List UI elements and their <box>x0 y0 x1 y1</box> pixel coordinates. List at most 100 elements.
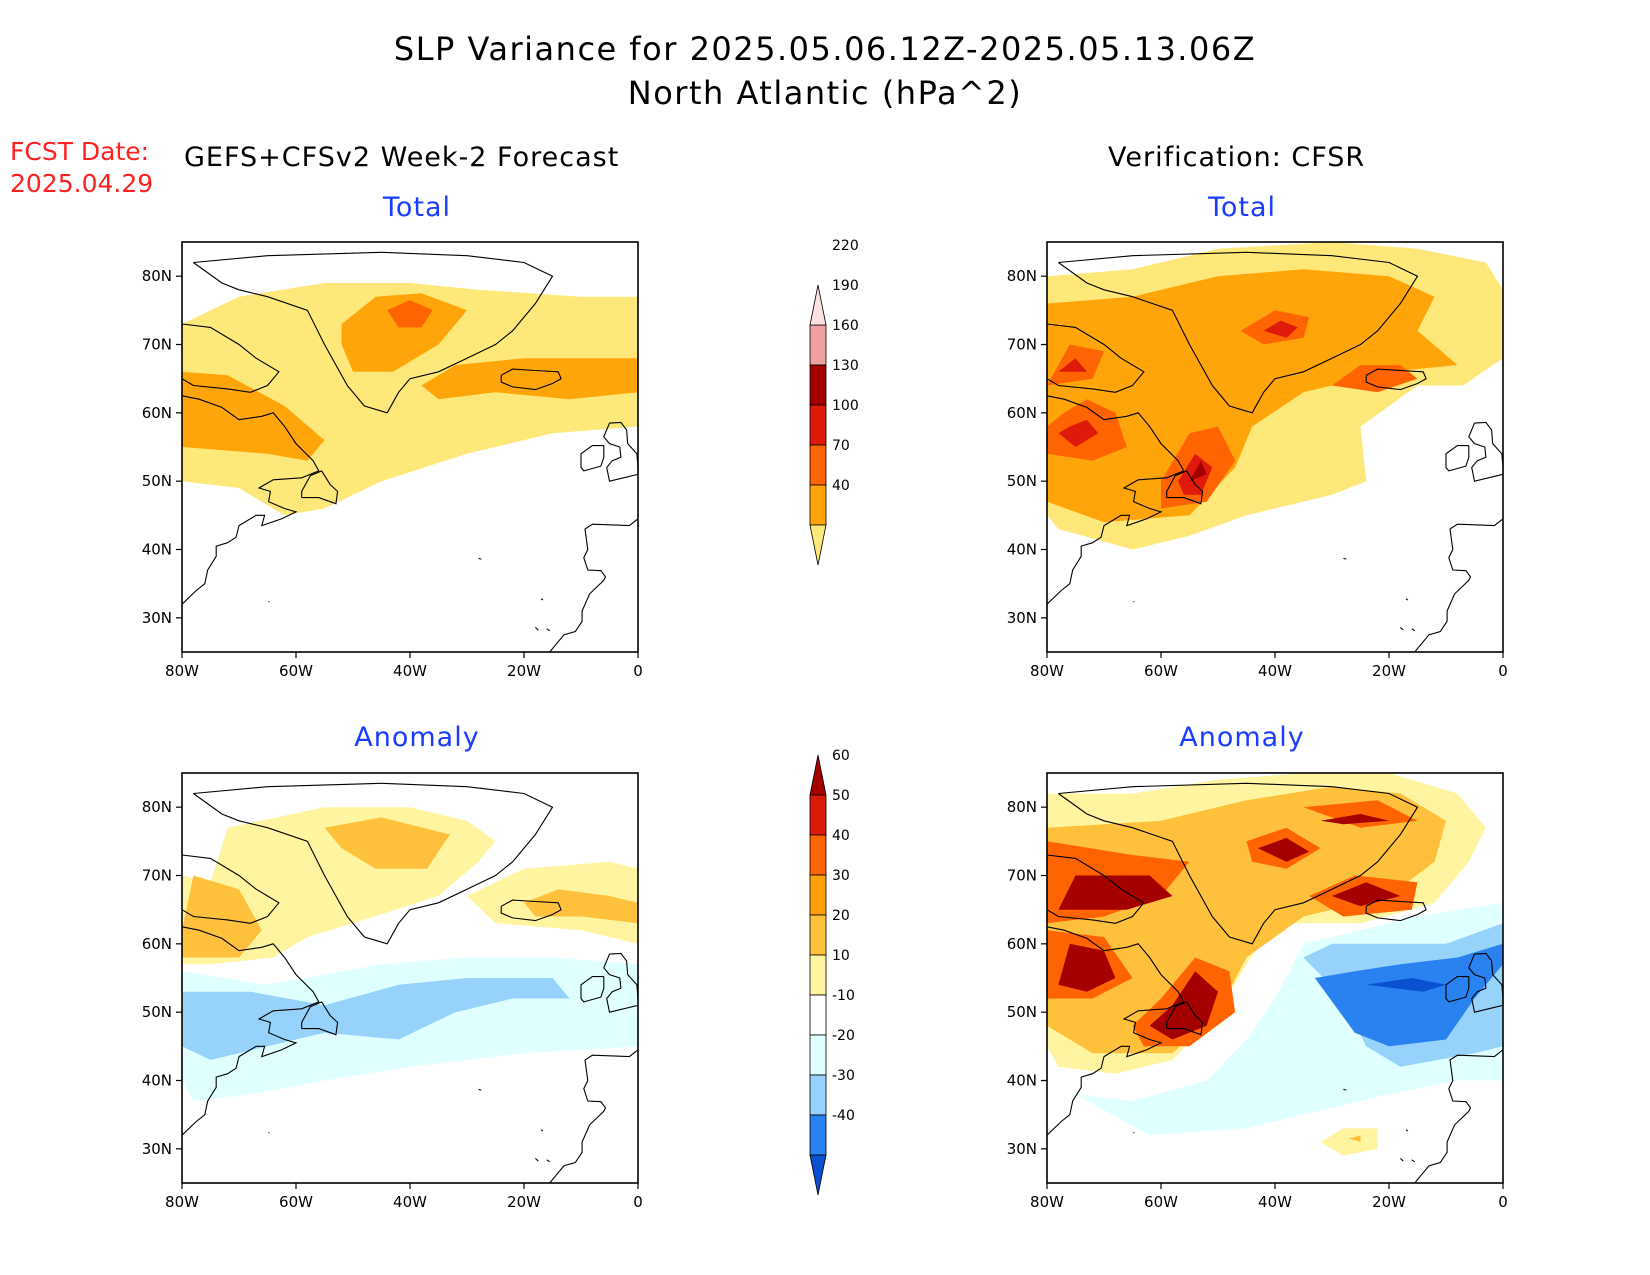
coastlines <box>181 251 639 653</box>
contour-shading <box>1047 269 1458 523</box>
map-panel-fcst-anomaly: 80N 70N 60N 50N 40N 30N 80W 60W 40W 20W 0 <box>142 772 643 1211</box>
coastline <box>1400 626 1404 631</box>
coastlines <box>181 782 639 1184</box>
lon-tick-label: 40W <box>1258 662 1292 680</box>
coastline <box>1405 598 1409 601</box>
coastlines <box>1046 782 1504 1184</box>
fcst-date-value: 2025.04.29 <box>10 169 154 198</box>
lat-tick-label: 30N <box>1007 609 1037 627</box>
coastline <box>301 1001 339 1036</box>
coastline <box>478 1088 482 1091</box>
lon-tick-label: 40W <box>1258 1193 1292 1211</box>
coastline <box>1365 368 1427 391</box>
colorbar-bottom-triangle <box>809 1154 827 1196</box>
panel-subtitle-verif-total: Total <box>1207 192 1277 223</box>
lat-tick-label: 50N <box>142 1003 172 1021</box>
contour-shading <box>1263 320 1298 338</box>
coastline <box>1046 926 1185 1136</box>
lat-tick-label: 40N <box>1007 1072 1037 1090</box>
lon-tick-label: 40W <box>393 662 427 680</box>
verification-heading: Verification: CFSR <box>1108 142 1366 173</box>
contour-shading <box>1189 460 1207 482</box>
coastline <box>580 445 605 472</box>
coastline <box>1166 470 1204 505</box>
colorbar-cell <box>809 1114 827 1156</box>
coastline <box>1468 952 1504 1013</box>
contour-shading <box>1058 358 1087 372</box>
coastline <box>1405 1129 1409 1132</box>
contour-shading <box>1058 943 1116 992</box>
lon-tick-label: 80W <box>165 662 199 680</box>
coastline <box>181 395 320 605</box>
coastline <box>1445 445 1470 472</box>
coastline <box>1058 782 1419 945</box>
colorbar-label: -40 <box>832 1108 855 1124</box>
coastline <box>603 952 639 1013</box>
coastline <box>549 1049 639 1184</box>
contour-shading <box>387 300 433 328</box>
coastline <box>500 368 562 391</box>
lon-tick-label: 20W <box>507 1193 541 1211</box>
contour-shading <box>182 875 262 958</box>
coastline <box>546 628 551 632</box>
lat-tick-label: 80N <box>142 267 172 285</box>
colorbar-cell <box>809 994 827 1036</box>
colorbar-cell <box>809 954 827 996</box>
coastline <box>193 782 554 945</box>
lat-tick-label: 40N <box>142 1072 172 1090</box>
coastline <box>193 251 554 414</box>
lat-tick-label: 30N <box>142 1140 172 1158</box>
lat-tick-label: 60N <box>1007 935 1037 953</box>
lon-tick-label: 80W <box>165 1193 199 1211</box>
lat-tick-label: 50N <box>1007 472 1037 490</box>
colorbar-label: 220 <box>832 238 859 254</box>
coastline <box>1166 1001 1204 1036</box>
coastline <box>1414 518 1504 653</box>
coastline <box>535 626 539 631</box>
coastline <box>540 598 544 601</box>
colorbar-label: 10 <box>832 948 850 964</box>
colorbar-top-triangle <box>809 754 827 796</box>
coastline <box>540 1129 544 1132</box>
coastline <box>1133 1132 1135 1134</box>
colorbar-cell <box>809 834 827 876</box>
coastline <box>580 976 605 1003</box>
colorbar-anomaly: -40 -30 -20 -10 10 20 30 40 50 60 <box>800 748 880 1209</box>
lon-tick-label: 0 <box>633 1193 643 1211</box>
coastline <box>500 899 562 922</box>
lon-tick-label: 20W <box>1372 662 1406 680</box>
main-title: SLP Variance for 2025.05.06.12Z-2025.05.… <box>393 30 1257 68</box>
lon-tick-label: 0 <box>1498 1193 1508 1211</box>
colorbar-label: 100 <box>832 398 859 414</box>
lat-tick-label: 50N <box>142 472 172 490</box>
contour-shading <box>1320 1128 1378 1156</box>
contour-shading <box>1047 786 1446 1054</box>
coastline <box>535 1157 539 1162</box>
colorbar-label: -20 <box>832 1028 855 1044</box>
contour-shading <box>1257 837 1310 862</box>
fcst-date-label: FCST Date: <box>10 137 150 166</box>
coastline <box>603 421 639 482</box>
lon-tick-label: 80W <box>1030 1193 1064 1211</box>
colorbar-cell <box>809 794 827 836</box>
colorbar-label: 160 <box>832 318 859 334</box>
lat-tick-label: 60N <box>142 935 172 953</box>
contour-shading <box>1332 365 1418 393</box>
lat-tick-label: 80N <box>1007 267 1037 285</box>
map-panel-fcst-total: 80N 70N 60N 50N 40N 30N 80W 60W 40W 20W 0 <box>142 241 643 680</box>
lat-tick-label: 60N <box>142 404 172 422</box>
colorbar-top-triangle <box>809 284 827 326</box>
contour-shading <box>1058 875 1173 910</box>
colorbar-label: 190 <box>832 278 859 294</box>
map-panel-verif-anomaly: 80N 70N 60N 50N 40N 30N 80W 60W 40W 20W 0 <box>1007 772 1508 1211</box>
contour-shading <box>1314 943 1503 1047</box>
coastline <box>1414 1049 1504 1184</box>
contour-shading <box>1320 814 1389 825</box>
colorbar-label: 50 <box>832 788 850 804</box>
lon-tick-label: 0 <box>1498 662 1508 680</box>
contour-shading <box>341 293 467 372</box>
coastline <box>181 926 320 1136</box>
lon-tick-label: 60W <box>279 662 313 680</box>
coastline <box>1445 976 1470 1003</box>
lat-tick-label: 60N <box>1007 404 1037 422</box>
